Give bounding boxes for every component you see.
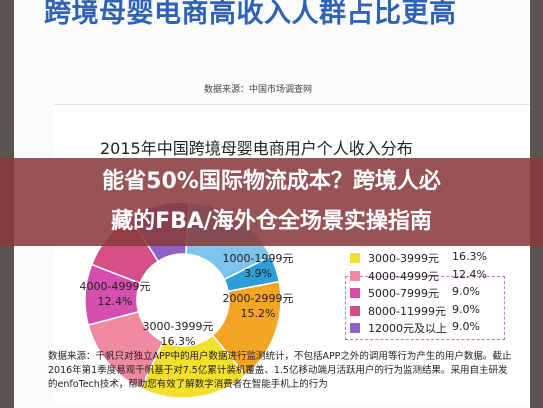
legend-item: 5000-7999元 9.0% (348, 285, 508, 303)
legend-item: 4000-4999元 12.4% (348, 268, 508, 286)
legend-value: 9.0% (452, 285, 480, 298)
legend-label: 8000-11999元 (368, 304, 446, 318)
legend-item: 8000-11999元 9.0% (348, 303, 508, 321)
slice-label: 1000-1999元 3.9% (223, 252, 294, 280)
legend-swatch (350, 270, 360, 281)
legend-highlight-box (345, 276, 505, 340)
slice-label: 4000-4999元 12.4% (80, 280, 151, 308)
legend-item: 12000元及以上 9.0% (348, 320, 508, 338)
legend-swatch (350, 305, 360, 316)
promo-banner[interactable] (0, 158, 543, 246)
promo-banner-text[interactable]: 能省50%国际物流成本？跨境人必 藏的FBA/海外仓全场景实操指南 (0, 162, 543, 242)
legend-label: 3000-3999元 (368, 252, 439, 265)
slice-labels: 1000-1999元 3.9% 2000-2999元 15.2% 3000-3999元 1… (80, 252, 294, 348)
legend-label: 4000-4999元 (368, 269, 439, 283)
banner-line-2: 藏的FBA/海外仓全场景实操指南 (111, 209, 432, 234)
legend-value: 9.0% (452, 302, 480, 316)
legend-label: 5000-7999元 (368, 287, 439, 300)
legend-swatch (350, 253, 360, 263)
data-source: 数据来源：中国市场调查网 (204, 85, 313, 95)
legend-swatch (350, 323, 360, 333)
chart-title: 2015年中国跨境母婴电商用户个人收入分布 (100, 139, 413, 158)
slice-label: 3000-3999元 16.3% (143, 320, 214, 348)
legend-value: 12.4% (452, 267, 487, 281)
chart-legend: 3000-3999元 16.3% 4000-4999元 12.4% 5000-7999元… (348, 250, 508, 338)
legend-label: 12000元及以上 (368, 322, 447, 335)
footnote: 数据来源：千帆只对独立APP中的用户数据进行监测统计，不包括APP之外的调用等行… (48, 351, 512, 390)
legend-swatch (350, 288, 360, 298)
legend-value: 9.0% (452, 320, 480, 333)
legend-value: 16.3% (452, 250, 487, 263)
banner-line-1: 能省50%国际物流成本？跨境人必 (102, 169, 441, 194)
slice-label: 2000-2999元 15.2% (223, 292, 294, 320)
headline: 跨境母婴电商高收入人群占比更高 (44, 0, 457, 29)
legend-item: 3000-3999元 16.3% (348, 250, 508, 268)
